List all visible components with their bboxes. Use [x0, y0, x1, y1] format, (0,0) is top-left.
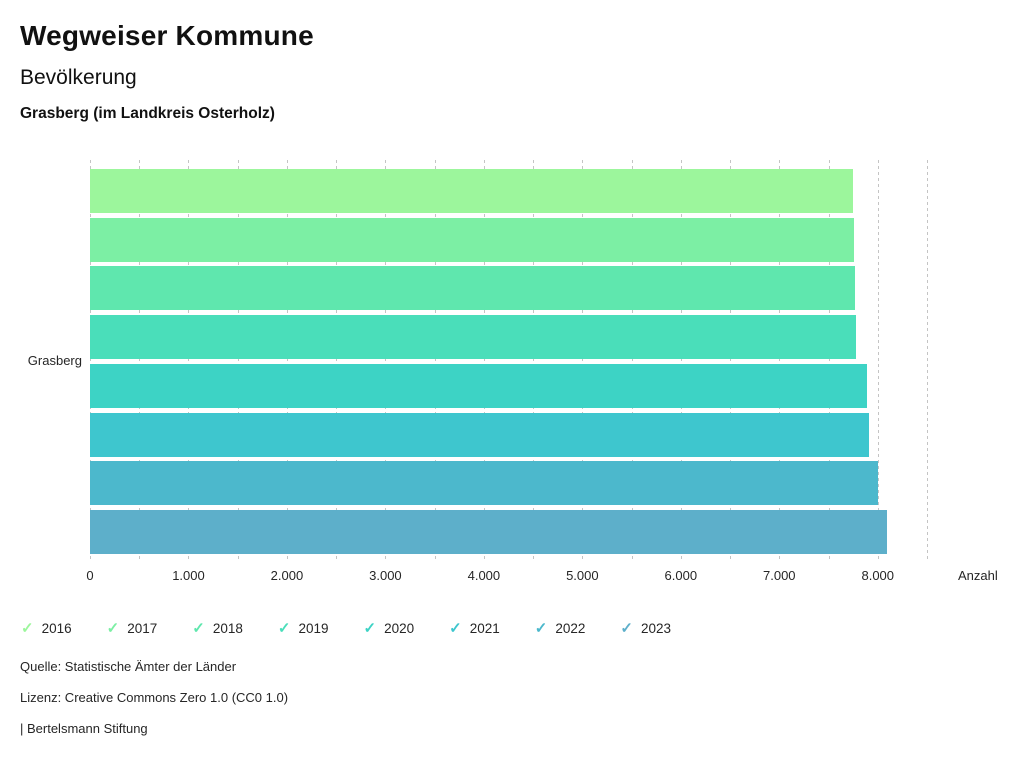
- gridline: [877, 160, 879, 562]
- gridline: [680, 160, 682, 562]
- gridline: [533, 160, 535, 562]
- x-tick-label: 1.000: [172, 568, 205, 583]
- check-icon: ✓: [21, 619, 34, 637]
- legend-item-label: 2022: [555, 620, 586, 636]
- x-tick-label: 0: [86, 568, 94, 583]
- legend-item-label: 2016: [41, 620, 72, 636]
- x-axis-title: Anzahl: [958, 568, 998, 583]
- x-tick-label: 5.000: [566, 568, 599, 583]
- legend-item-2020[interactable]: ✓ 2020: [364, 621, 415, 636]
- footer-source: Quelle: Statistische Ämter der Länder: [20, 659, 237, 674]
- gridline: [90, 160, 91, 562]
- x-tick-label: 7.000: [763, 568, 796, 583]
- legend-item-2022[interactable]: ✓ 2022: [535, 621, 586, 636]
- x-tick-label: 4.000: [467, 568, 501, 583]
- check-icon: ✓: [534, 619, 548, 637]
- gridline: [828, 160, 830, 562]
- check-icon: ✓: [449, 619, 462, 637]
- legend-item-2021[interactable]: ✓ 2021: [449, 621, 500, 636]
- legend-item-2017[interactable]: ✓ 2017: [107, 621, 158, 636]
- legend-item-label: 2017: [127, 620, 158, 636]
- legend-item-label: 2020: [384, 620, 415, 636]
- legend-item-label: 2023: [640, 620, 671, 636]
- x-tick-label: 3.000: [369, 568, 402, 583]
- bar-2020: [90, 363, 868, 408]
- bar-2019: [90, 315, 857, 360]
- check-icon: ✓: [192, 619, 205, 637]
- bar-2018: [90, 266, 856, 311]
- gridline: [927, 160, 928, 562]
- legend-item-label: 2018: [212, 620, 243, 636]
- gridline: [188, 160, 190, 562]
- plot-area: [90, 160, 928, 562]
- check-icon: ✓: [106, 619, 120, 637]
- y-category-label: Grasberg: [27, 353, 82, 368]
- legend-item-label: 2019: [298, 620, 329, 636]
- legend-item-2018[interactable]: ✓ 2018: [192, 621, 243, 636]
- gridline: [434, 160, 436, 562]
- x-tick-label: 8.000: [861, 568, 895, 583]
- footer-license: Lizenz: Creative Commons Zero 1.0 (CC0 1…: [20, 690, 289, 705]
- gridline: [237, 160, 239, 562]
- gridline: [336, 160, 338, 562]
- x-tick-label: 2.000: [270, 568, 304, 583]
- bar-2017: [90, 217, 854, 262]
- gridline: [483, 160, 485, 562]
- gridline: [286, 160, 288, 562]
- gridline: [730, 160, 732, 562]
- check-icon: ✓: [620, 619, 633, 637]
- gridline: [779, 160, 781, 562]
- gridline: [631, 160, 633, 562]
- bar-2021: [90, 412, 870, 457]
- page-subtitle: Bevölkerung: [20, 66, 137, 89]
- check-icon: ✓: [277, 619, 291, 637]
- gridline: [582, 160, 584, 562]
- bar-2016: [90, 169, 854, 213]
- gridline: [385, 160, 387, 562]
- legend-item-label: 2021: [469, 620, 500, 636]
- footer-attribution: | Bertelsmann Stiftung: [20, 721, 148, 736]
- x-axis: 0 1.000 2.000 3.000 4.000 5.000 6.000 7.000 8.00…: [86, 568, 927, 584]
- page-title: Wegweiser Kommune: [20, 20, 314, 51]
- gridline: [139, 160, 141, 562]
- legend: ✓ 2016 ✓ 2017 ✓ 2018 ✓ 2019 ✓ 2020 ✓ 2021 ✓ 2022 ✓ 2023: [21, 619, 671, 637]
- bar-2023: [90, 509, 887, 554]
- page-location: Grasberg (im Landkreis Osterholz): [20, 105, 275, 122]
- legend-item-2019[interactable]: ✓ 2019: [278, 621, 329, 636]
- legend-item-2016[interactable]: ✓ 2016: [21, 621, 72, 636]
- bar-2022: [90, 461, 879, 506]
- check-icon: ✓: [363, 619, 377, 637]
- legend-item-2023[interactable]: ✓ 2023: [620, 621, 671, 636]
- x-tick-label: 6.000: [664, 568, 698, 583]
